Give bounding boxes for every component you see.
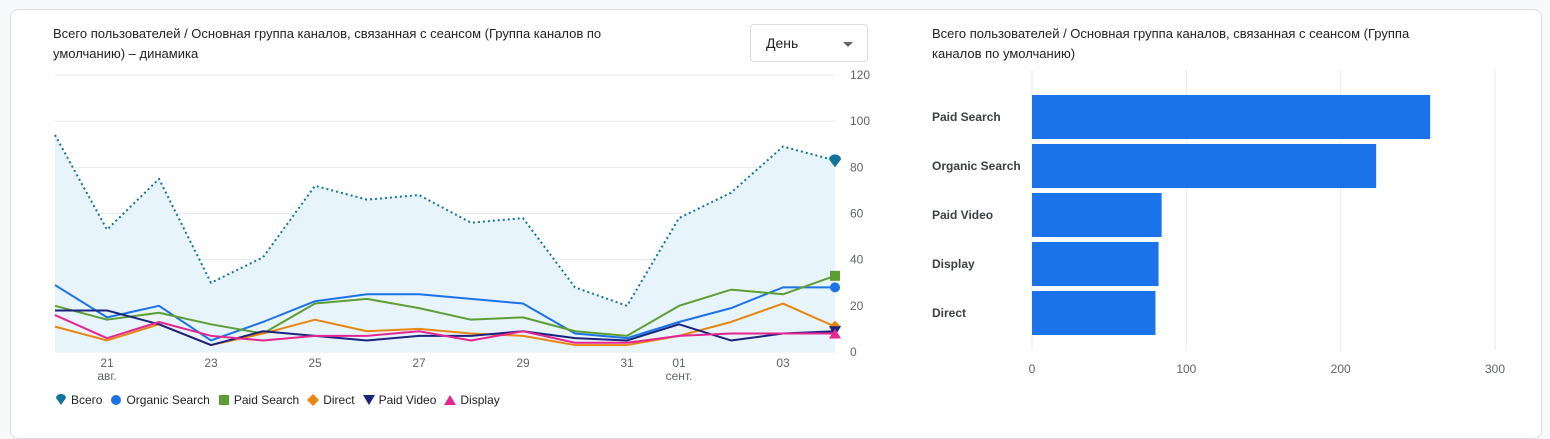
chevron-down-icon: [843, 42, 853, 47]
x-tick-label: 01: [672, 356, 686, 370]
granularity-dropdown[interactable]: День: [750, 24, 868, 62]
legend-marker-total-icon: [56, 394, 66, 405]
bar: [1032, 242, 1159, 286]
legend-label-paid-video: Paid Video: [378, 393, 437, 407]
legend-marker-paid-search-icon: [218, 395, 229, 405]
legend-label-display: Display: [460, 393, 500, 407]
x-tick-label: 29: [516, 356, 530, 370]
legend-item-display[interactable]: Display: [444, 393, 500, 407]
legend-marker-paid-video-icon: [362, 395, 375, 405]
legend-marker-display-icon: [444, 395, 457, 405]
legend-item-paid-video[interactable]: Paid Video: [362, 393, 437, 407]
bar-x-tick-label: 100: [1176, 362, 1196, 376]
granularity-dropdown-value: День: [766, 35, 799, 51]
x-tick-label: 03: [776, 356, 790, 370]
legend-marker-organic-icon: [111, 395, 122, 405]
end-marker-total: [829, 154, 841, 168]
bar-category-label: Direct: [932, 306, 966, 320]
line-chart-title-line2: умолчанию) – динамика: [53, 46, 199, 61]
bar-x-tick-label: 300: [1485, 362, 1505, 376]
legend-label-total: Всего: [71, 393, 103, 407]
bar-x-tick-label: 0: [1029, 362, 1036, 376]
end-marker-display: [829, 328, 841, 339]
legend-item-total[interactable]: Всего: [55, 393, 102, 407]
bar: [1032, 193, 1162, 237]
legend-item-paid-search[interactable]: Paid Search: [218, 393, 299, 407]
series-line-display: [54, 314, 835, 344]
legend-label-organic-search: Organic Search: [126, 393, 210, 407]
bar-chart: 0 100 200 300 Paid Search Organic Search Paid …: [932, 70, 1505, 376]
legend-item-direct[interactable]: Direct: [307, 393, 355, 407]
x-tick-label: 23: [204, 356, 218, 370]
bar-chart-title-line1: Всего пользователей / Основная группа ка…: [932, 26, 1410, 41]
bar-x-tick-label: 200: [1331, 362, 1351, 376]
bar: [1032, 144, 1377, 188]
legend-label-direct: Direct: [323, 393, 355, 407]
y-tick-label: 120: [850, 68, 870, 82]
bar-category-label: Paid Search: [932, 110, 1001, 124]
y-tick-label: 20: [850, 299, 864, 313]
bar-chart-title-line2: каналов по умолчанию): [932, 46, 1076, 61]
line-chart-title: Всего пользователей / Основная группа ка…: [53, 24, 601, 64]
x-tick-month-label: авг.: [97, 369, 116, 383]
bar-category-label: Display: [932, 257, 975, 271]
x-tick-label: 31: [620, 356, 634, 370]
x-tick-month-label: сент.: [666, 369, 693, 383]
x-tick-label: 27: [412, 356, 426, 370]
bar-chart-title: Всего пользователей / Основная группа ка…: [932, 24, 1409, 64]
bar-category-label: Paid Video: [932, 208, 993, 222]
y-tick-label: 0: [850, 345, 857, 359]
y-tick-label: 60: [850, 207, 864, 221]
y-tick-label: 40: [850, 253, 864, 267]
end-marker-organic: [830, 282, 840, 293]
total-area: [55, 135, 835, 352]
series-line-organic: [54, 284, 835, 342]
bar-category-label: Organic Search: [932, 159, 1021, 173]
y-tick-label: 100: [850, 114, 870, 128]
line-chart-legend: Всего Organic Search Paid Search Direct …: [55, 393, 508, 407]
bar: [1032, 95, 1431, 139]
bar: [1032, 291, 1156, 335]
x-tick-label: 21: [100, 356, 114, 370]
end-marker-paid_search: [830, 270, 840, 281]
line-chart-title-line1: Всего пользователей / Основная группа ка…: [53, 26, 602, 41]
legend-marker-direct-icon: [307, 394, 320, 406]
legend-item-organic-search[interactable]: Organic Search: [110, 393, 210, 407]
series-line-paid_search: [54, 274, 836, 337]
y-tick-label: 80: [850, 160, 864, 174]
x-tick-label: 25: [308, 356, 322, 370]
legend-label-paid-search: Paid Search: [233, 393, 300, 407]
